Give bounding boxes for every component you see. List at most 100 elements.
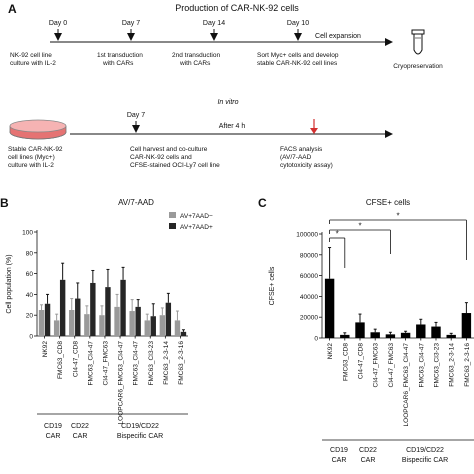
chart-c-bar bbox=[385, 334, 396, 338]
chart-b-x-tick-label: FMC63_2-3-16 bbox=[178, 341, 185, 385]
chart-b-x-tick-label: FMC63_CD8 bbox=[57, 341, 64, 379]
chart-b-x-tick-label: NK92 bbox=[42, 341, 49, 358]
chart-b-bar bbox=[84, 314, 90, 336]
chart-b-x-tick-label: FMC63_CI4-47 bbox=[87, 341, 94, 386]
legend-b-swatch-1 bbox=[169, 212, 176, 218]
chart-c-x-tick-label: LOOPCAR6_FMC63_CI4-47 bbox=[403, 343, 410, 427]
coculture-line-3: CFSE-stained OCI-Ly7 cell line bbox=[130, 162, 220, 169]
chart-b-bar bbox=[53, 320, 60, 336]
chart-b-x-tick-label: FMC63_2-3-14 bbox=[163, 341, 170, 385]
chart-b-y-tick-label: 20 bbox=[26, 313, 34, 320]
step-1-line-1: NK-92 cell line bbox=[10, 52, 52, 59]
group-b-bispecific-sub: Bispecific CAR bbox=[117, 433, 163, 440]
facs-line-3: cytotoxicity assay) bbox=[280, 162, 333, 169]
chart-c-bar bbox=[340, 334, 350, 338]
chart-c-y-tick-label: 20000 bbox=[300, 315, 318, 322]
step-4-line-1: Sort Myc+ cells and develop bbox=[257, 52, 339, 59]
panel-b-label: B bbox=[0, 196, 9, 210]
group-c-cd19-name: CD19 bbox=[330, 447, 348, 454]
day-0-label: Day 0 bbox=[49, 20, 67, 27]
chart-c-x-tick-label: FMC63_CI4-47 bbox=[418, 343, 425, 388]
group-c-bispecific-name: CD19/CD22 bbox=[406, 447, 444, 454]
facs-line-1: FACS analysis bbox=[280, 146, 323, 153]
chart-b-bar bbox=[180, 331, 187, 336]
chart-b-x-tick-label: LOOPCAR6_FMC63_CI4-47 bbox=[118, 341, 125, 425]
chart-b-bar bbox=[38, 310, 45, 336]
chart-c-y-tick-label: 60000 bbox=[300, 273, 318, 280]
chart-b-bar bbox=[165, 302, 172, 336]
chart-b-bar bbox=[69, 310, 75, 336]
after-4h-label: After 4 h bbox=[219, 123, 246, 130]
panel-b-title: AV/7-AAD bbox=[118, 198, 154, 207]
panel-c: C CFSE+ cells 0 20000 40000 60000 80000 10000… bbox=[258, 196, 474, 464]
group-b-cd19-sub: CAR bbox=[46, 433, 61, 440]
chart-b-bar bbox=[105, 287, 111, 336]
chart-c-y-tick-label: 0 bbox=[314, 336, 318, 343]
group-c-bispecific-sub: Bispecific CAR bbox=[402, 457, 448, 464]
step-1-line-2: culture with IL-2 bbox=[10, 60, 56, 67]
chart-c-bar bbox=[461, 313, 472, 338]
chart-c-bar bbox=[355, 322, 365, 338]
facs-red-arrowhead bbox=[310, 128, 318, 134]
chart-c-bar bbox=[370, 332, 380, 338]
stable-line-3: culture with IL-2 bbox=[8, 162, 54, 169]
chart-b-bar bbox=[135, 306, 141, 336]
chart-c-x-tick-label: CI4-47_CD8 bbox=[358, 343, 365, 380]
stable-line-2: cell lines (Myc+) bbox=[8, 154, 55, 161]
group-b-cd19-name: CD19 bbox=[44, 423, 62, 430]
group-c-cd22-sub: CAR bbox=[361, 457, 376, 464]
chart-c-y-tick-label: 100000 bbox=[296, 232, 318, 239]
cryovial-icon bbox=[411, 29, 425, 55]
cryopreservation-label: Cryopreservation bbox=[393, 63, 443, 70]
chart-c-y-tick-label: 40000 bbox=[300, 294, 318, 301]
step-2-line-1: 1st transduction bbox=[97, 52, 143, 59]
panel-a-title: Production of CAR-NK-92 cells bbox=[175, 3, 299, 13]
chart-b-bar bbox=[44, 303, 51, 336]
chart-b-bar bbox=[90, 282, 96, 336]
facs-line-2: (AV/7-AAD bbox=[280, 154, 312, 161]
panel-c-label: C bbox=[258, 196, 267, 210]
chart-c-bar bbox=[446, 334, 456, 338]
chart-b-y-tick-label: 0 bbox=[29, 334, 33, 341]
chart-c-y-axis-label: CFSE+ cells bbox=[269, 266, 276, 305]
chart-b-bar bbox=[59, 279, 66, 336]
chart-c-x-tick-label: CI4-47_FMC63 bbox=[373, 343, 380, 388]
chart-b-x-tick-label: CI4-47_CD8 bbox=[72, 341, 79, 378]
chart-c-significance-star: * bbox=[358, 222, 361, 231]
chart-b-x-tick-label: CI4-47_FMC63 bbox=[102, 341, 109, 386]
chart-c-plot: 0 20000 40000 60000 80000 100000 CFSE+ cells NK… bbox=[269, 212, 474, 427]
chart-c-significance-star: * bbox=[396, 212, 399, 221]
culture-dish-icon bbox=[9, 119, 67, 140]
group-c-cd22-name: CD22 bbox=[359, 447, 377, 454]
chart-c-x-tick-label: CI4-47_FMC63 bbox=[388, 343, 395, 388]
group-c-cd19-sub: CAR bbox=[332, 457, 347, 464]
chart-b-bar bbox=[129, 311, 135, 336]
chart-c-bar bbox=[400, 332, 411, 338]
panel-a-label: A bbox=[8, 2, 17, 16]
chart-b-y-tick-label: 40 bbox=[26, 292, 34, 299]
coculture-line-1: Cell harvest and co-culture bbox=[130, 146, 208, 153]
chart-c-x-tick-label: NK92 bbox=[327, 343, 334, 360]
step-3-line-2: with CARs bbox=[179, 60, 211, 67]
legend-b-swatch-2 bbox=[169, 223, 176, 229]
step-3-line-1: 2nd transduction bbox=[172, 52, 220, 59]
chart-b-bar bbox=[174, 320, 181, 336]
chart-c-bar bbox=[431, 326, 441, 338]
chart-b-y-tick-label: 60 bbox=[26, 271, 34, 278]
coculture-line-2: CAR-NK-92 cells and bbox=[130, 154, 192, 161]
chart-c-x-tick-label: FMC63_2-3-16 bbox=[464, 343, 471, 387]
chart-b-y-tick-label: 80 bbox=[26, 250, 34, 257]
chart-c-x-tick-label: FMC63_CI3-23 bbox=[434, 343, 441, 388]
chart-b-bar bbox=[75, 298, 81, 336]
chart-c-y-tick-label: 80000 bbox=[300, 252, 318, 259]
chart-c-significance-star: * bbox=[336, 230, 339, 239]
chart-b-bar bbox=[144, 320, 150, 336]
legend-b-label-1: AV+7AAD− bbox=[180, 213, 213, 220]
group-b-cd22-name: CD22 bbox=[71, 423, 89, 430]
in-vitro-label: In vitro bbox=[217, 99, 238, 106]
chart-b-y-tick-label: 100 bbox=[22, 230, 33, 237]
day-7-coculture-label: Day 7 bbox=[127, 112, 145, 119]
day-10-label: Day 10 bbox=[287, 20, 309, 27]
day-14-label: Day 14 bbox=[203, 20, 225, 27]
